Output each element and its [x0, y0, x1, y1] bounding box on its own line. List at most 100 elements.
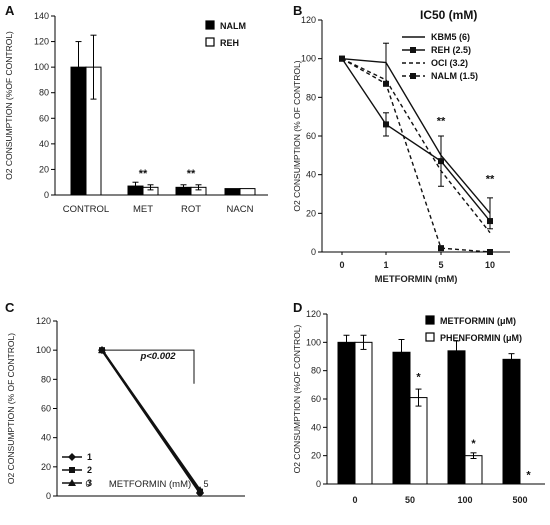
y-tick-label: 60 [41, 404, 51, 414]
bar [502, 358, 521, 485]
significance-marker: ** [187, 168, 196, 180]
legend-label: PHENFORMIN (μM) [440, 333, 522, 343]
legend-label: 3 [87, 478, 92, 488]
panel-d: D 0 20 40 60 80 100 120 O2 CONSUMPTION (%OF CONT… [292, 300, 545, 505]
legend-marker [410, 47, 416, 53]
y-tick-label: 0 [316, 479, 321, 489]
series-line [341, 58, 491, 234]
bar [239, 188, 256, 196]
y-tick-label: 20 [306, 208, 316, 218]
y-tick-label: 40 [306, 170, 316, 180]
bar [354, 341, 373, 485]
y-tick-label: 60 [311, 394, 321, 404]
x-tick-label: 500 [512, 495, 527, 505]
y-axis-title: O2 CONSUMPTION (% OF CONTROL) [6, 333, 16, 484]
x-tick-label: 5 [438, 260, 443, 270]
significance-marker: ** [437, 115, 446, 127]
series-line [341, 58, 491, 253]
x-tick-label: 1 [383, 260, 388, 270]
significance-marker: ** [139, 168, 148, 180]
significance-marker: * [416, 372, 421, 384]
y-tick-label: 100 [34, 62, 49, 72]
panel-letter-b: B [293, 3, 302, 18]
y-tick-label: 120 [34, 37, 49, 47]
legend-marker [69, 467, 75, 473]
significance-marker: * [471, 438, 476, 450]
y-tick-label: 80 [311, 366, 321, 376]
y-tick-label: 60 [306, 131, 316, 141]
y-tick-label: 140 [34, 11, 49, 21]
legend-swatch [425, 315, 435, 325]
data-point [487, 218, 493, 225]
bar [464, 455, 483, 485]
legend-label: REH [220, 38, 239, 48]
y-tick-label: 120 [301, 15, 316, 25]
y-tick-label: 0 [44, 190, 49, 200]
x-axis-title: METFORMIN (mM) [109, 479, 191, 490]
legend-label: 2 [87, 465, 92, 475]
legend-label: NALM (1.5) [431, 71, 478, 81]
data-point [438, 158, 444, 165]
legend-label: NALM [220, 21, 246, 31]
data-point [196, 486, 204, 494]
legend-label: KBM5 (6) [431, 32, 470, 42]
y-tick-label: 40 [311, 422, 321, 432]
data-point [339, 55, 345, 62]
y-tick-label: 120 [306, 309, 321, 319]
series-line [101, 349, 201, 491]
y-tick-label: 100 [301, 54, 316, 64]
y-tick-label: 20 [39, 164, 49, 174]
y-tick-label: 80 [306, 92, 316, 102]
data-point [383, 121, 389, 128]
y-tick-label: 0 [46, 491, 51, 501]
panel-a: A 0 20 40 60 80 100 120 140 O2 CONSUMPTION (%OF C… [4, 3, 268, 215]
legend-label: METFORMIN (μM) [440, 316, 516, 326]
y-tick-label: 0 [311, 247, 316, 257]
legend-marker [68, 479, 76, 486]
panel-letter-a: A [5, 3, 15, 18]
panel-letter-d: D [293, 300, 302, 315]
legend-label: REH (2.5) [431, 45, 471, 55]
bar [224, 188, 241, 196]
y-axis-title: O2 CONSUMPTION (%OF CONTROL) [292, 324, 302, 473]
x-tick-label: CONTROL [63, 204, 109, 215]
series-line [341, 58, 491, 222]
x-tick-label: 0 [85, 479, 90, 489]
x-tick-label: 50 [405, 495, 415, 505]
significance-marker: ** [486, 173, 495, 185]
legend-swatch [205, 37, 215, 47]
y-tick-label: 120 [36, 316, 51, 326]
y-tick-label: 20 [41, 462, 51, 472]
legend-marker [410, 73, 416, 79]
bar [337, 341, 356, 485]
x-tick-label: NACN [227, 204, 254, 215]
legend-swatch [205, 20, 215, 30]
x-tick-label: 0 [352, 495, 357, 505]
x-axis-title: METFORMIN (mM) [375, 274, 458, 285]
y-tick-label: 40 [39, 139, 49, 149]
y-axis-title: O2 CONSUMPTION (%OF CONTROL) [4, 31, 14, 180]
x-tick-label: 0 [339, 260, 344, 270]
y-tick-label: 100 [36, 345, 51, 355]
x-tick-label: 10 [485, 260, 495, 270]
panel-letter-c: C [5, 300, 15, 315]
y-tick-label: 80 [39, 88, 49, 98]
data-point [438, 245, 444, 252]
x-tick-label: 5 [203, 479, 208, 489]
bar [447, 350, 466, 485]
legend-swatch [425, 332, 435, 342]
bar [409, 397, 428, 485]
x-tick-label: 100 [457, 495, 472, 505]
data-point [487, 249, 493, 255]
data-point [383, 80, 389, 87]
x-tick-label: MET [133, 204, 153, 215]
legend-label: 1 [87, 452, 92, 462]
legend-marker [68, 453, 76, 461]
pvalue-bracket [102, 349, 195, 384]
series-line [341, 57, 491, 214]
legend-title: IC50 (mM) [420, 8, 477, 22]
pvalue-label: p<0.002 [139, 351, 176, 362]
y-tick-label: 20 [311, 451, 321, 461]
